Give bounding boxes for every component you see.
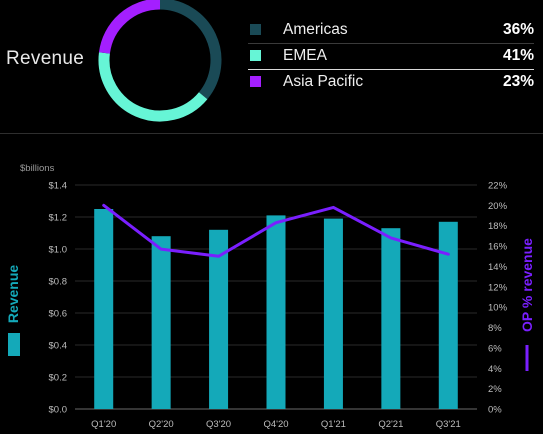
- y2-tick-label: 12%: [488, 282, 508, 293]
- y2-tick-label: 14%: [488, 262, 508, 273]
- y2-tick-label: 18%: [488, 221, 508, 232]
- donut-segment-emea: [98, 52, 208, 122]
- y2-tick-label: 20%: [488, 201, 508, 212]
- legend-label: EMEA: [283, 47, 327, 64]
- donut-segment-americas: [159, 0, 222, 100]
- y-tick-label: $0.2: [49, 373, 68, 384]
- y2-axis-title: OP % revenue: [519, 238, 535, 332]
- x-tick-label: Q3'21: [436, 419, 461, 430]
- revenue-bar: [266, 215, 286, 409]
- y-tick-label: $1.4: [49, 181, 68, 192]
- y-tick-label: $1.2: [49, 213, 68, 224]
- y2-tick-label: 4%: [488, 364, 502, 375]
- y-tick-label: $1.0: [49, 245, 68, 256]
- y-tick-label: $0.0: [49, 405, 68, 416]
- revenue-bar: [209, 229, 229, 409]
- op-percent-line: [102, 203, 450, 258]
- revenue-bar: [323, 218, 343, 409]
- y2-tick-label: 2%: [488, 384, 502, 395]
- revenue-legend-marker: [8, 333, 20, 356]
- x-tick-label: Q2'21: [378, 419, 403, 430]
- section-divider: [0, 133, 543, 134]
- x-tick-label: Q4'20: [263, 419, 288, 430]
- x-tick-label: Q2'20: [149, 419, 174, 430]
- x-tick-label: Q1'21: [321, 419, 346, 430]
- revenue-bar: [381, 228, 401, 409]
- y2-tick-label: 22%: [488, 181, 508, 192]
- donut-segment-asia-pacific: [98, 0, 161, 54]
- revenue-bar: [151, 236, 171, 409]
- legend-row-emea: EMEA 41%: [248, 44, 534, 70]
- legend-swatch-emea: [250, 50, 261, 61]
- legend-row-americas: Americas 36%: [248, 18, 534, 44]
- legend-label: Asia Pacific: [283, 73, 364, 90]
- legend-label: Americas: [283, 21, 348, 38]
- y-tick-label: $0.6: [49, 309, 68, 320]
- y2-tick-label: 6%: [488, 343, 502, 354]
- legend-swatch-americas: [250, 24, 261, 35]
- legend-row-asia-pacific: Asia Pacific 23%: [248, 70, 534, 95]
- revenue-bar: [94, 209, 114, 409]
- y2-tick-label: 16%: [488, 242, 508, 253]
- legend-swatch-asia-pacific: [250, 76, 261, 87]
- y-tick-label: $0.8: [49, 277, 68, 288]
- y-tick-label: $0.4: [49, 341, 68, 352]
- revenue-donut-chart: [98, 0, 222, 122]
- region-legend: Americas 36% EMEA 41% Asia Pacific 23%: [248, 18, 534, 95]
- revenue-bar: [438, 221, 458, 409]
- legend-value: 36%: [502, 21, 534, 38]
- revenue-heading: Revenue: [6, 48, 85, 69]
- y2-tick-label: 0%: [488, 405, 502, 416]
- legend-value: 23%: [502, 73, 534, 90]
- legend-value: 41%: [502, 47, 534, 64]
- x-tick-label: Q1'20: [91, 419, 116, 430]
- y-axis-title: Revenue: [5, 265, 21, 324]
- y2-tick-label: 10%: [488, 303, 508, 314]
- x-tick-label: Q3'20: [206, 419, 231, 430]
- unit-label: $billions: [20, 163, 55, 174]
- y2-tick-label: 8%: [488, 323, 502, 334]
